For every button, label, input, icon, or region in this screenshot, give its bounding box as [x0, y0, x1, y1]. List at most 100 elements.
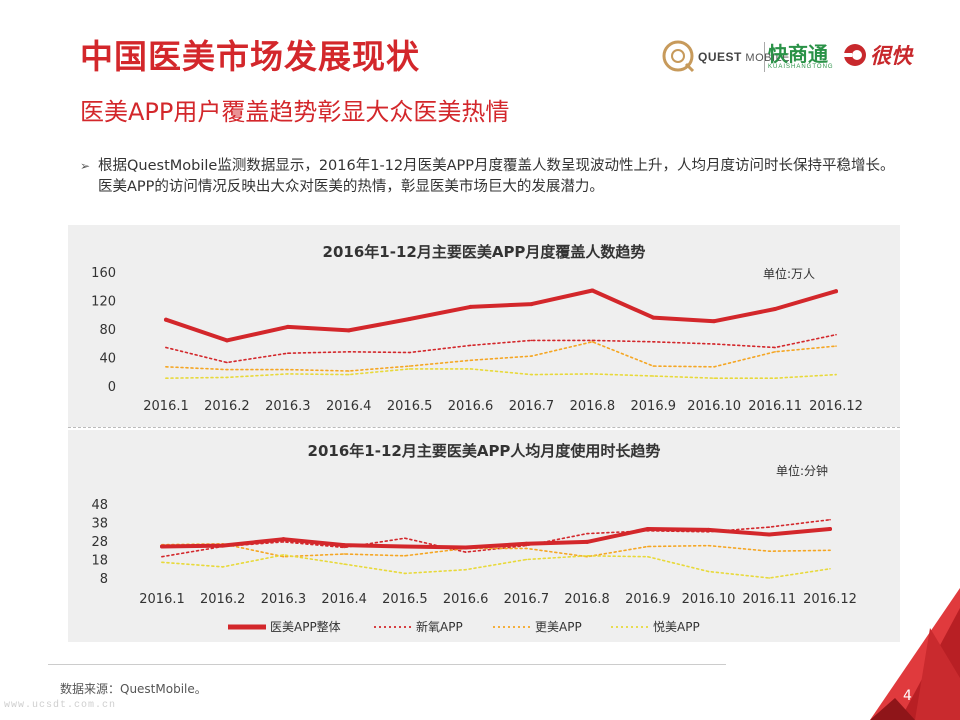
coverage-data-point [469, 368, 472, 370]
duration-xtick-label: 2016.12 [803, 592, 857, 607]
duration-xtick-label: 2016.3 [261, 592, 307, 607]
coverage-xtick-label: 2016.2 [204, 399, 250, 414]
questmobile-logo-text: QUEST MOBILE [698, 50, 790, 64]
coverage-data-point [651, 315, 656, 320]
duration-xtick-label: 2016.1 [139, 592, 185, 607]
duration-data-point [402, 544, 407, 549]
duration-data-point [161, 561, 163, 564]
coverage-data-point [530, 355, 533, 357]
footer-divider [48, 664, 726, 665]
coverage-xtick-label: 2016.6 [448, 399, 494, 414]
coverage-data-point [347, 373, 350, 376]
duration-data-point [342, 543, 347, 548]
duration-data-point [404, 572, 406, 575]
duration-data-point [647, 545, 649, 548]
duration-data-point [706, 527, 711, 532]
coverage-xtick-label: 2016.10 [687, 399, 741, 414]
chart-divider [68, 427, 900, 428]
duration-data-point [464, 551, 467, 553]
coverage-data-point [530, 373, 533, 376]
coverage-data-point [469, 344, 472, 347]
coverage-data-point [226, 368, 228, 371]
coverage-data-point [713, 365, 715, 368]
duration-series-line [161, 543, 831, 558]
duration-data-point [525, 547, 528, 550]
coverage-data-point [774, 377, 776, 379]
duration-series-line [161, 554, 831, 579]
coverage-data-point [287, 373, 289, 375]
coverage-ytick-label: 40 [99, 352, 116, 367]
coverage-data-point [774, 346, 776, 349]
coverage-data-point [347, 351, 350, 353]
coverage-ytick-label: 120 [91, 295, 116, 310]
duration-series-line [160, 527, 832, 550]
duration-data-point [281, 537, 286, 542]
coverage-data-point [834, 289, 838, 294]
coverage-data-point [590, 288, 595, 293]
duration-data-point [707, 544, 710, 547]
duration-xtick-label: 2016.11 [742, 592, 796, 607]
duration-xtick-label: 2016.6 [443, 592, 489, 607]
coverage-chart-panel: 2016年1-12月主要医美APP月度覆盖人数趋势 单位:万人 0 40 80 120… [68, 225, 900, 427]
coverage-data-point [165, 346, 167, 349]
duration-data-point [282, 541, 285, 543]
duration-data-point [463, 545, 468, 550]
coverage-xtick-label: 2016.9 [631, 399, 677, 414]
intro-paragraph: ➢ 根据QuestMobile监测数据显示，2016年1-12月医美APP月度覆… [80, 156, 900, 198]
coverage-series-line [164, 288, 838, 343]
coverage-data-point [652, 375, 655, 377]
duration-data-point [829, 567, 831, 570]
duration-xtick-label: 2016.9 [625, 592, 671, 607]
legend-label: 更美APP [535, 620, 582, 634]
duration-data-point [525, 558, 528, 561]
duration-chart-panel: 2016年1-12月主要医美APP人均月度使用时长趋势 单位:分钟 8 18 28 3… [68, 430, 900, 642]
duration-chart: 8 18 28 38 48 2016.1 2016.2 2016.3 2016.4 2016.5 2… [91, 498, 857, 634]
duration-chart-title: 2016年1-12月主要医美APP人均月度使用时长趋势 [307, 442, 661, 460]
kuaishangtong-logo-pinyin: KUAISHANGTONG [768, 64, 834, 70]
henkuai-logo: 很快 [870, 44, 912, 68]
duration-data-point [464, 568, 467, 571]
duration-ytick-label: 8 [100, 572, 108, 587]
partner-logos: QUEST MOBILE 快商通 KUAISHANGTONG 很快 [660, 36, 930, 76]
coverage-data-point [773, 307, 778, 312]
duration-data-point [768, 550, 771, 552]
coverage-ytick-label: 0 [108, 380, 116, 395]
coverage-data-point [530, 339, 533, 342]
watermark: www.ucsdt.com.cn [4, 700, 117, 711]
data-source: 数据来源：QuestMobile。 [60, 682, 207, 696]
duration-data-point [220, 543, 225, 548]
duration-data-point [829, 549, 831, 552]
coverage-data-point [408, 351, 411, 354]
coverage-series-line [165, 341, 837, 372]
coverage-data-point [224, 338, 229, 343]
duration-data-point [768, 526, 771, 528]
legend-label: 医美APP整体 [270, 619, 341, 634]
duration-data-point [707, 570, 710, 573]
duration-xtick-label: 2016.5 [382, 592, 428, 607]
duration-ytick-label: 28 [91, 535, 108, 550]
duration-data-point [768, 577, 771, 579]
coverage-data-point [652, 341, 655, 343]
coverage-data-point [774, 351, 776, 353]
coverage-data-point [591, 373, 594, 375]
coverage-data-point [165, 365, 167, 368]
coverage-xtick-label: 2016.8 [570, 399, 616, 414]
duration-data-point [282, 554, 285, 556]
coverage-data-point [835, 345, 837, 347]
duration-chart-unit: 单位:分钟 [776, 464, 829, 478]
coverage-data-point [408, 365, 411, 367]
duration-data-point [221, 566, 224, 568]
coverage-chart-unit: 单位:万人 [763, 267, 816, 281]
duration-data-point [160, 544, 164, 549]
coverage-series-line [165, 368, 837, 379]
coverage-data-point [347, 370, 350, 372]
corner-decoration [870, 588, 960, 720]
coverage-series-line [165, 333, 837, 364]
coverage-chart: 0 40 80 120 160 2016.1 2016.2 2016.3 2016.4 2016.… [91, 266, 863, 414]
duration-xtick-label: 2016.7 [504, 592, 550, 607]
coverage-data-point [407, 317, 412, 322]
coverage-xtick-label: 2016.12 [809, 399, 863, 414]
duration-ytick-label: 38 [91, 517, 108, 532]
duration-data-point [343, 563, 345, 565]
coverage-data-point [226, 361, 228, 364]
